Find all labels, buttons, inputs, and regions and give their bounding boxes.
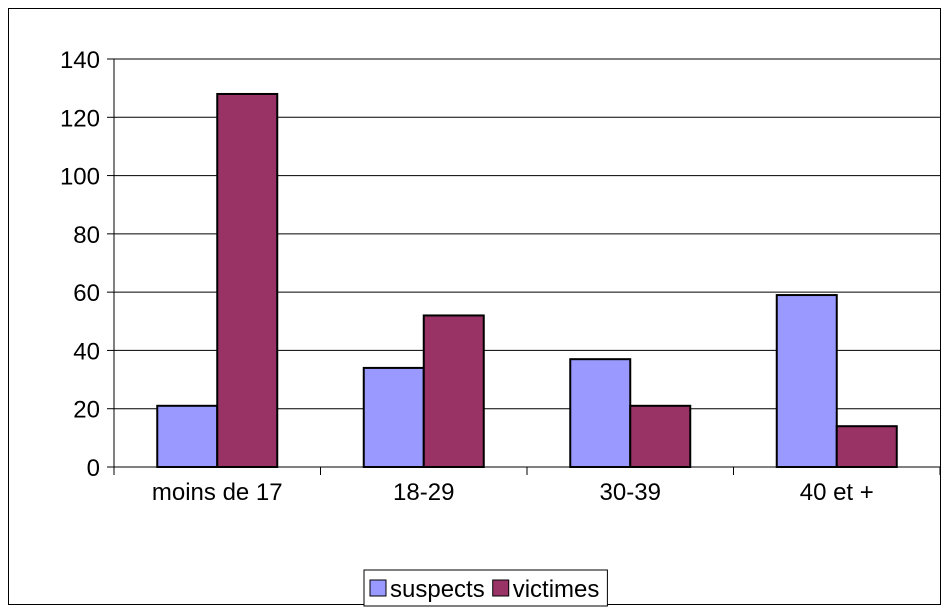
y-tick-label-40: 40 [73, 338, 100, 365]
y-tick-label-60: 60 [73, 280, 100, 307]
bar-victimes-3 [835, 425, 898, 469]
bar-suspects-0 [156, 404, 219, 468]
bar-suspects-1 [362, 366, 425, 468]
y-tick-label-20: 20 [73, 397, 100, 424]
legend-label-victimes: victimes [513, 576, 600, 603]
x-tick-label-1: 18-29 [393, 479, 454, 506]
bar-victimes-2 [629, 404, 692, 468]
y-axis-ticks: 0 20 40 60 80 100 120 140 [60, 47, 114, 482]
legend-swatch-victimes [492, 579, 510, 597]
bar-suspects-2 [569, 358, 632, 468]
y-tick-label-100: 100 [60, 164, 100, 191]
x-tick-label-0: moins de 17 [152, 479, 283, 506]
bar-suspects-3 [775, 294, 838, 468]
y-tick-label-140: 140 [60, 47, 100, 74]
bars [156, 92, 898, 469]
legend-label-suspects: suspects [390, 576, 485, 603]
y-tick-label-80: 80 [73, 222, 100, 249]
y-tick-label-0: 0 [87, 455, 100, 482]
bar-victimes-0 [216, 92, 279, 468]
legend-box [363, 569, 608, 607]
x-tick-label-2: 30-39 [600, 479, 661, 506]
legend: suspects victimes [363, 569, 608, 607]
legend-swatch-suspects [369, 579, 387, 597]
x-tick-label-3: 40 et + [800, 479, 874, 506]
x-axis-ticks: moins de 17 18-29 30-39 40 et + [113, 467, 941, 506]
bar-victimes-1 [422, 314, 485, 469]
y-tick-label-120: 120 [60, 105, 100, 132]
